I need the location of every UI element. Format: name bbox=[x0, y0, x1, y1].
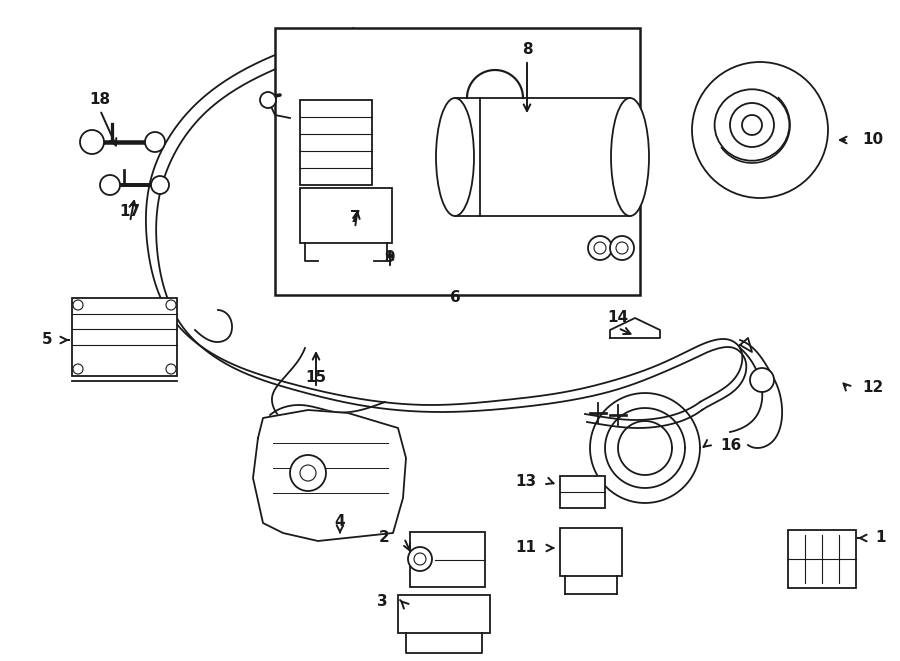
Circle shape bbox=[73, 364, 83, 374]
Text: 7: 7 bbox=[350, 210, 360, 225]
Text: 12: 12 bbox=[862, 381, 883, 395]
Ellipse shape bbox=[611, 98, 649, 216]
Text: 11: 11 bbox=[515, 541, 536, 555]
Circle shape bbox=[610, 236, 634, 260]
Circle shape bbox=[750, 368, 774, 392]
Circle shape bbox=[588, 236, 612, 260]
Ellipse shape bbox=[436, 98, 474, 216]
Circle shape bbox=[151, 176, 169, 194]
Circle shape bbox=[80, 130, 104, 154]
Circle shape bbox=[742, 115, 762, 135]
Text: 8: 8 bbox=[522, 42, 532, 58]
Circle shape bbox=[145, 132, 165, 152]
Circle shape bbox=[260, 92, 276, 108]
Bar bbox=[560, 476, 605, 508]
Polygon shape bbox=[253, 410, 406, 541]
Bar bbox=[398, 595, 490, 633]
Bar bbox=[300, 100, 372, 185]
Circle shape bbox=[414, 553, 426, 565]
Circle shape bbox=[594, 242, 606, 254]
Text: 18: 18 bbox=[89, 93, 111, 108]
Ellipse shape bbox=[715, 89, 789, 161]
Text: 14: 14 bbox=[608, 311, 628, 325]
Circle shape bbox=[100, 175, 120, 195]
Circle shape bbox=[300, 465, 316, 481]
Bar bbox=[410, 532, 485, 587]
Circle shape bbox=[692, 62, 828, 198]
Text: 15: 15 bbox=[305, 371, 327, 385]
Circle shape bbox=[73, 300, 83, 310]
Circle shape bbox=[730, 103, 774, 147]
Circle shape bbox=[166, 300, 176, 310]
Bar bbox=[455, 98, 630, 216]
Circle shape bbox=[290, 455, 326, 491]
Text: 3: 3 bbox=[377, 594, 388, 609]
Circle shape bbox=[616, 242, 628, 254]
Text: 1: 1 bbox=[875, 531, 886, 545]
Text: 16: 16 bbox=[720, 438, 742, 453]
Text: 17: 17 bbox=[120, 204, 140, 219]
Bar bbox=[788, 530, 856, 588]
Bar bbox=[560, 528, 622, 576]
Text: 5: 5 bbox=[41, 332, 52, 348]
Text: 9: 9 bbox=[384, 251, 395, 266]
Text: 2: 2 bbox=[379, 531, 390, 545]
Text: 4: 4 bbox=[335, 514, 346, 529]
Text: 10: 10 bbox=[862, 132, 883, 147]
Bar bbox=[275, 28, 640, 295]
Polygon shape bbox=[610, 318, 660, 338]
Circle shape bbox=[166, 364, 176, 374]
Circle shape bbox=[408, 547, 432, 571]
Bar bbox=[300, 188, 392, 243]
Text: 13: 13 bbox=[515, 475, 536, 490]
Bar bbox=[72, 298, 177, 376]
Text: 6: 6 bbox=[450, 290, 461, 305]
